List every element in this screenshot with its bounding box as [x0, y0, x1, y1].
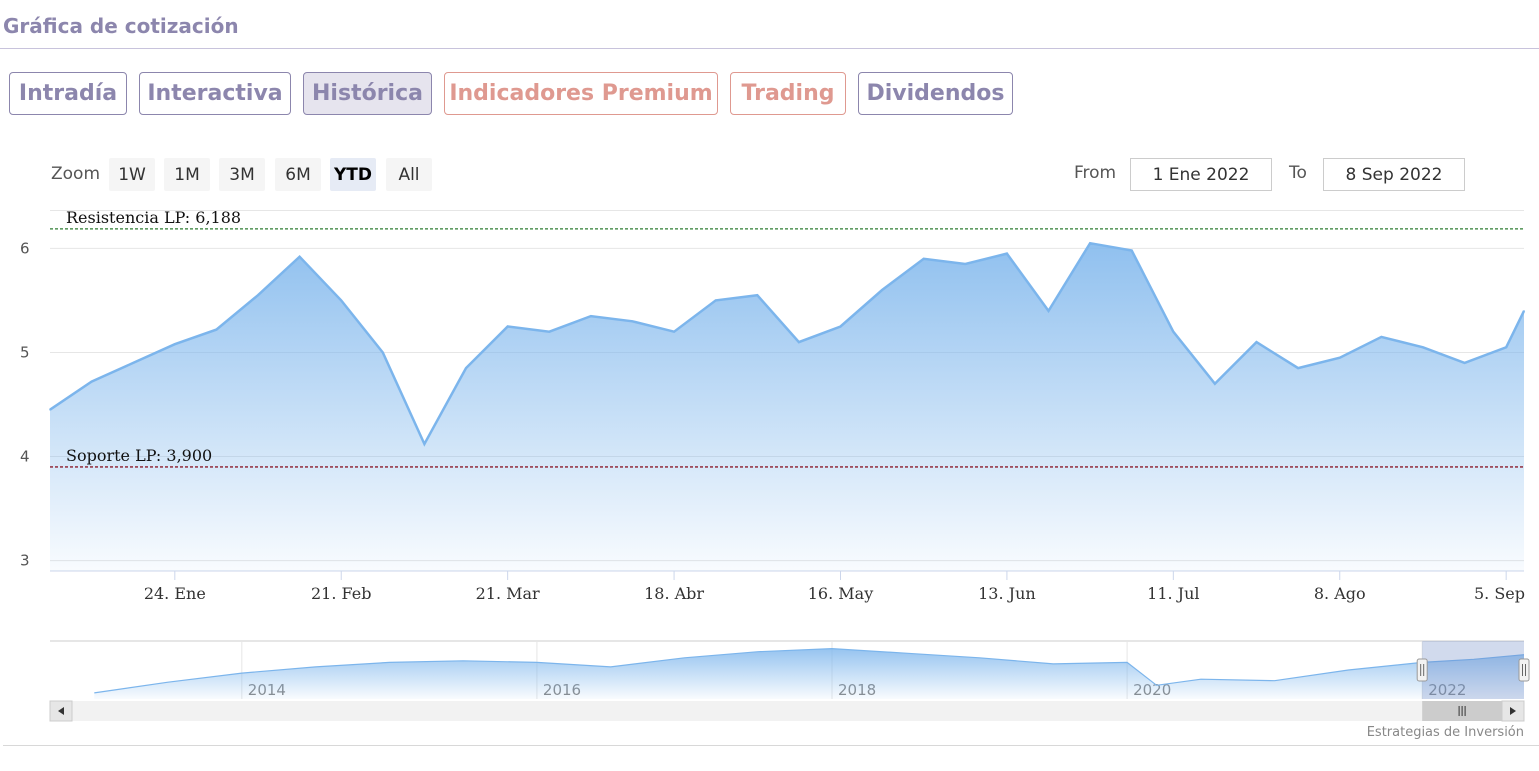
zoom-1m-button[interactable]: 1M: [164, 158, 210, 191]
x-tick-label: 24. Ene: [144, 584, 206, 603]
price-point: [132, 362, 134, 364]
x-tick-label: 16. May: [808, 584, 874, 603]
price-point: [1422, 346, 1424, 349]
price-point: [1523, 310, 1525, 312]
to-label: To: [1289, 163, 1307, 183]
price-point: [340, 299, 343, 302]
price-point: [423, 443, 426, 445]
zoom-1w-button[interactable]: 1W: [109, 158, 155, 191]
bottom-divider: [3, 745, 1539, 746]
price-point: [49, 408, 51, 411]
x-tick-label: 13. Jun: [978, 584, 1036, 603]
price-point: [1214, 382, 1216, 385]
x-tick-label: 21. Feb: [311, 584, 371, 603]
tab-historica[interactable]: Histórica: [303, 72, 432, 115]
price-point: [382, 351, 384, 354]
from-label: From: [1074, 163, 1117, 183]
navigator-area: [94, 648, 1524, 699]
price-point: [922, 258, 925, 260]
price-point: [839, 325, 842, 328]
price-point: [465, 367, 467, 369]
zoom-6m-button[interactable]: 6M: [275, 158, 321, 191]
x-tick-label: 21. Mar: [476, 584, 540, 603]
tab-trading[interactable]: Trading: [730, 72, 846, 115]
price-point: [298, 255, 301, 258]
price-point: [90, 380, 93, 383]
arrow-left-icon: [58, 707, 64, 715]
tab-indicadores-premium[interactable]: Indicadores Premium: [444, 72, 718, 115]
price-point: [673, 330, 675, 333]
y-tick-label: 6: [20, 239, 30, 257]
section-title: Gráfica de cotización: [3, 14, 239, 38]
price-point: [506, 325, 509, 328]
price-point: [1505, 346, 1507, 349]
to-date-input[interactable]: 8 Sep 2022: [1323, 158, 1465, 191]
price-point: [798, 341, 800, 343]
price-point: [548, 330, 551, 333]
chart-top-rule: [50, 210, 1524, 211]
price-area: [50, 243, 1524, 571]
reference-line-label: Resistencia LP: 6,188: [66, 208, 241, 227]
chart-credit: Estrategias de Inversión: [1366, 725, 1524, 740]
navigator-left-handle[interactable]: [1416, 658, 1428, 682]
navigator-selection[interactable]: [1422, 641, 1524, 699]
price-point: [1255, 341, 1258, 343]
y-tick-label: 5: [20, 343, 30, 361]
tab-interactiva[interactable]: Interactiva: [139, 72, 291, 115]
price-point: [1380, 336, 1383, 338]
from-date-input[interactable]: 1 Ene 2022: [1130, 158, 1272, 191]
navigator-right-handle[interactable]: [1518, 658, 1530, 682]
zoom-label: Zoom: [51, 164, 101, 184]
x-tick-label: 11. Jul: [1147, 584, 1199, 603]
price-point: [215, 328, 218, 331]
price-point: [964, 263, 967, 265]
x-tick-label: 18. Abr: [644, 584, 704, 603]
x-tick-label: 5. Sep: [1474, 584, 1525, 603]
price-point: [590, 315, 592, 317]
price-point: [174, 343, 176, 346]
price-point: [1047, 310, 1050, 312]
x-tick-label: 8. Ago: [1314, 584, 1366, 603]
price-point: [1006, 252, 1008, 255]
zoom-ytd-button[interactable]: YTD: [330, 158, 376, 191]
y-tick-label: 4: [20, 448, 30, 466]
price-point: [714, 299, 717, 302]
tab-intradia[interactable]: Intradía: [9, 72, 127, 115]
price-point: [257, 294, 259, 297]
price-point: [1130, 249, 1133, 252]
price-point: [1297, 367, 1299, 369]
price-point: [756, 294, 759, 297]
price-point: [1089, 242, 1091, 244]
price-point: [1339, 356, 1341, 359]
tab-dividendos[interactable]: Dividendos: [858, 72, 1013, 115]
y-tick-label: 3: [20, 552, 30, 570]
scrollbar-track[interactable]: [50, 701, 1524, 721]
section-divider: [0, 48, 1539, 49]
zoom-3m-button[interactable]: 3M: [219, 158, 265, 191]
zoom-all-button[interactable]: All: [386, 158, 432, 191]
arrow-right-icon: [1510, 707, 1516, 715]
reference-line-label: Soporte LP: 3,900: [66, 446, 212, 465]
price-point: [881, 289, 883, 291]
navigator-line: [94, 647, 1525, 694]
price-point: [631, 320, 634, 323]
price-point: [1463, 362, 1466, 364]
price-point: [1172, 330, 1175, 333]
